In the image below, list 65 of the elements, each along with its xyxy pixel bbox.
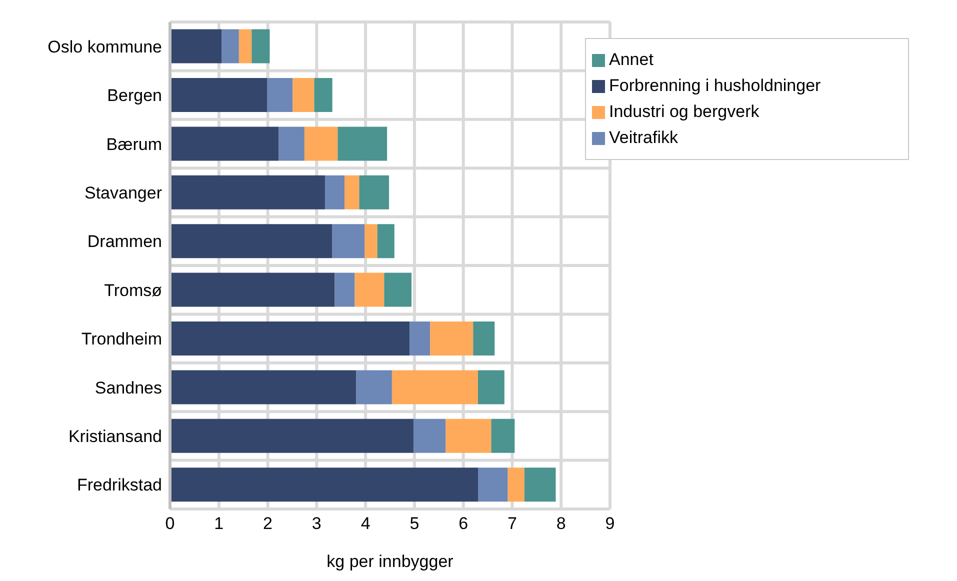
bar xyxy=(413,418,446,453)
bar xyxy=(222,29,239,64)
bar xyxy=(384,272,412,307)
bar xyxy=(170,468,478,502)
x-axis-title: kg per innbygger xyxy=(326,552,454,571)
legend-label: Forbrenning i husholdninger xyxy=(609,76,821,95)
y-tick-label: Tromsø xyxy=(104,280,162,300)
x-tick-label: 3 xyxy=(312,514,322,534)
y-tick-label: Trondheim xyxy=(81,330,162,349)
bar xyxy=(304,126,338,161)
y-tick-label: Oslo kommune xyxy=(48,37,162,56)
bar xyxy=(170,370,356,404)
bar xyxy=(170,224,332,258)
bar xyxy=(354,272,384,307)
y-tick-label: Bærum xyxy=(106,134,162,154)
bar xyxy=(292,78,314,112)
bar xyxy=(338,126,388,161)
bar xyxy=(170,418,414,453)
bar xyxy=(356,370,392,404)
bar xyxy=(170,29,222,64)
y-tick-label: Bergen xyxy=(107,86,162,106)
bar xyxy=(334,272,355,307)
bar xyxy=(344,175,360,210)
bar xyxy=(359,175,390,210)
bar xyxy=(473,322,495,356)
x-tick-label: 7 xyxy=(507,514,517,534)
bar xyxy=(524,468,556,502)
bar xyxy=(508,468,524,502)
bar xyxy=(170,78,268,112)
x-tick-label: 0 xyxy=(165,514,175,534)
x-tick-label: 2 xyxy=(263,514,273,534)
x-tick-label: 1 xyxy=(214,514,224,534)
x-tick-label: 8 xyxy=(556,514,566,534)
x-tick-label: 6 xyxy=(458,514,468,534)
bar xyxy=(238,29,252,64)
y-tick-label: Stavanger xyxy=(84,183,162,202)
bar xyxy=(478,370,504,404)
bar xyxy=(252,29,270,64)
bar xyxy=(170,322,410,356)
bar xyxy=(410,322,430,356)
bar xyxy=(377,224,394,258)
bar xyxy=(324,175,345,210)
bar xyxy=(170,175,325,210)
y-tick-label: Sandnes xyxy=(94,378,162,398)
bar xyxy=(478,468,508,502)
y-tick-label: Drammen xyxy=(87,232,162,252)
bar xyxy=(364,224,378,258)
bar xyxy=(430,322,474,356)
bar xyxy=(267,78,293,112)
x-tick-label: 4 xyxy=(360,514,370,534)
x-tick-label: 9 xyxy=(605,514,615,534)
legend-label: Veitrafikk xyxy=(609,128,678,147)
y-tick-label: Fredrikstad xyxy=(76,476,162,495)
x-tick-label: 5 xyxy=(410,514,420,534)
bar xyxy=(491,418,515,453)
legend-label: Industri og bergverk xyxy=(609,102,760,121)
bar xyxy=(170,126,279,161)
bar xyxy=(314,78,332,112)
y-tick-label: Kristiansand xyxy=(68,426,162,446)
bar xyxy=(278,126,304,161)
bar xyxy=(392,370,478,404)
legend-label: Annet xyxy=(609,50,654,69)
bar xyxy=(446,418,492,453)
bar xyxy=(170,272,335,307)
bar xyxy=(332,224,365,258)
